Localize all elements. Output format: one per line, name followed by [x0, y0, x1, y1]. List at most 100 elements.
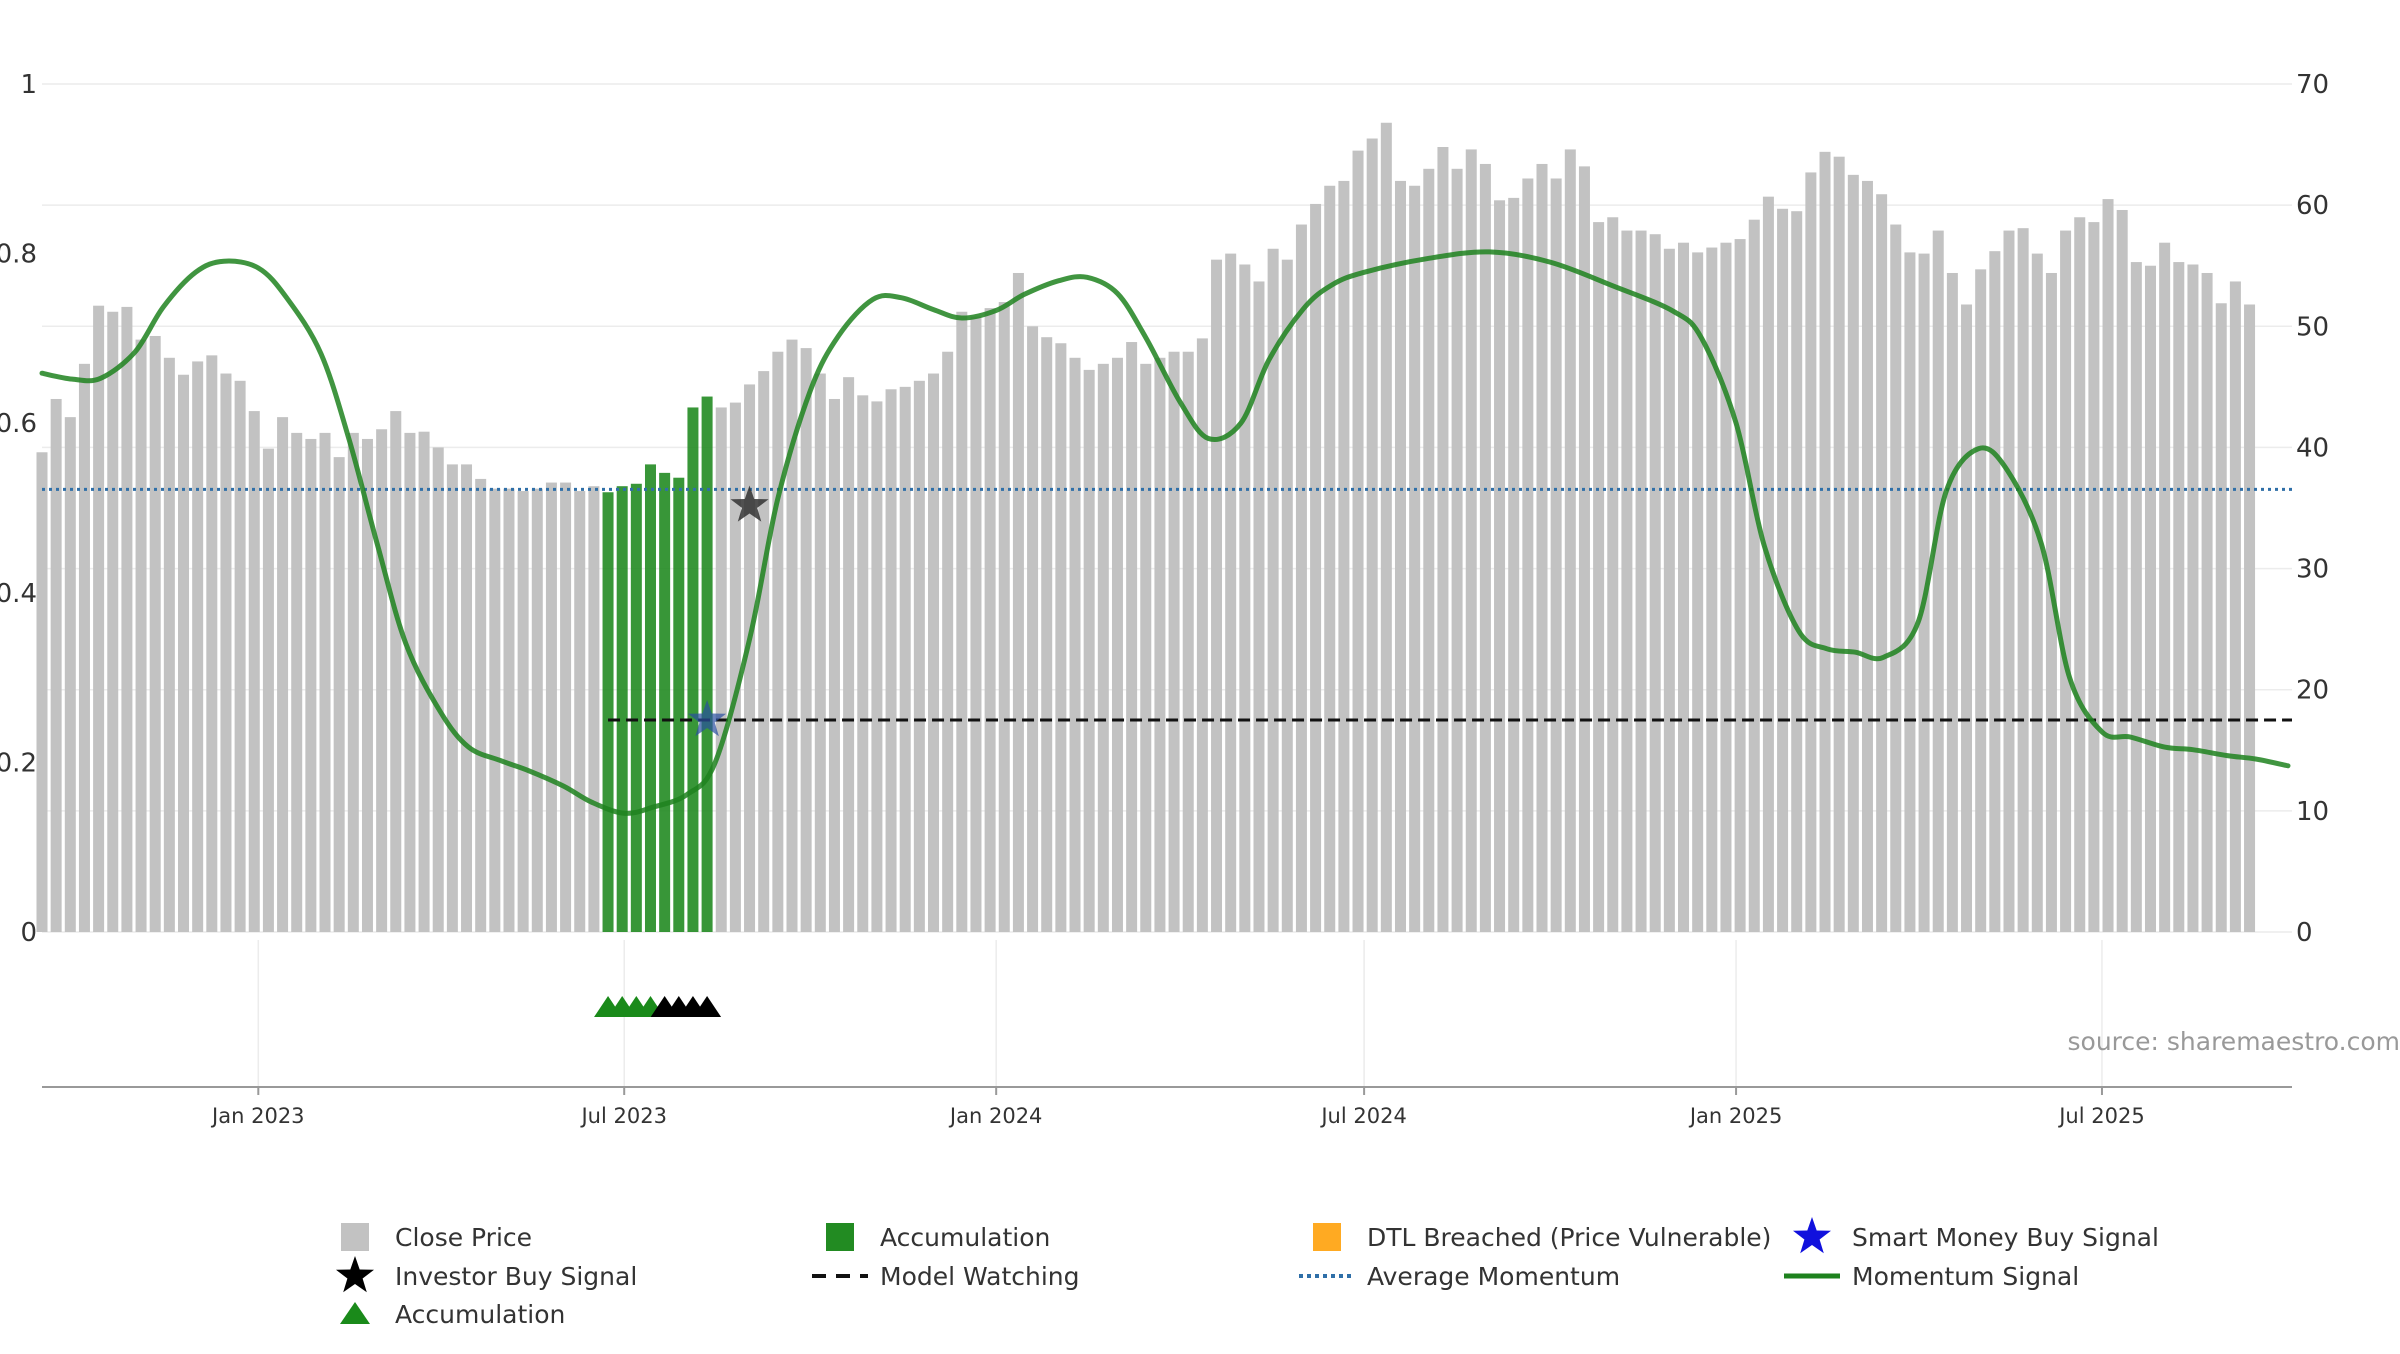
close-price-bar — [2074, 217, 2085, 932]
accumulation-bar — [687, 407, 698, 932]
close-price-bar — [1282, 260, 1293, 932]
close-price-swatch — [341, 1223, 369, 1251]
close-price-bar — [956, 312, 967, 932]
close-price-bar — [235, 381, 246, 932]
close-price-bar — [970, 317, 981, 932]
close-price-bar — [1876, 194, 1887, 932]
close-price-bar — [136, 340, 147, 932]
close-price-bar — [518, 491, 529, 932]
close-price-bar — [1494, 200, 1505, 932]
close-price-bar — [1989, 251, 2000, 932]
close-price-bar — [1777, 209, 1788, 932]
close-price-bar — [1126, 342, 1137, 932]
legend-label: Accumulation — [880, 1223, 1050, 1252]
close-price-bar — [1508, 198, 1519, 932]
close-price-bar — [51, 399, 62, 932]
close-price-bar — [1975, 269, 1986, 932]
close-price-bar — [716, 407, 727, 932]
accumulation-bar — [645, 464, 656, 932]
close-price-bar — [1296, 225, 1307, 932]
right-tick-label: 30 — [2296, 555, 2329, 585]
close-price-bar — [1027, 326, 1038, 932]
source-label: source: sharemaestro.com — [2068, 1027, 2400, 1056]
close-price-bar — [2230, 281, 2241, 932]
accumulation-bar — [702, 397, 713, 932]
close-price-bar — [461, 464, 472, 932]
close-price-bar — [546, 483, 557, 932]
close-price-bar — [1961, 304, 1972, 932]
close-price-bar — [1310, 204, 1321, 932]
close-price-bar — [1338, 181, 1349, 932]
close-price-bar — [1749, 220, 1760, 932]
close-price-bar — [1409, 186, 1420, 932]
right-tick-label: 50 — [2296, 312, 2329, 342]
close-price-bar — [2018, 228, 2029, 932]
close-price-bar — [871, 401, 882, 932]
close-price-bar — [1183, 352, 1194, 932]
close-price-bar — [2103, 199, 2114, 932]
close-price-bar — [2187, 265, 2198, 932]
legend-label: Close Price — [395, 1223, 532, 1252]
close-price-bar — [857, 395, 868, 932]
close-price-bar — [37, 452, 48, 932]
close-price-bar — [2159, 243, 2170, 932]
close-price-bar — [206, 355, 217, 932]
close-price-bar — [1735, 239, 1746, 932]
close-price-bar — [1055, 343, 1066, 932]
close-price-bar — [1211, 260, 1222, 932]
close-price-bar — [1239, 265, 1250, 932]
close-price-bar — [1650, 234, 1661, 932]
close-price-bar — [1607, 217, 1618, 932]
left-tick-label: 0.4 — [0, 579, 37, 609]
close-price-bar — [503, 489, 514, 932]
accumulation-bar — [673, 478, 684, 932]
smart-money-star-icon — [1793, 1217, 1831, 1253]
close-price-bar — [1041, 337, 1052, 932]
x-tick-label: Jul 2024 — [1319, 1104, 1406, 1128]
close-price-bar — [2202, 273, 2213, 932]
close-price-bar — [447, 464, 458, 932]
close-price-bar — [489, 489, 500, 932]
left-tick-label: 0.8 — [0, 240, 37, 270]
close-price-bar — [1904, 252, 1915, 932]
close-price-bar — [758, 371, 769, 932]
legend-label: Accumulation — [395, 1300, 565, 1329]
close-price-bar — [1423, 169, 1434, 932]
close-price-bar — [433, 447, 444, 932]
right-tick-label: 70 — [2296, 70, 2329, 100]
close-price-bar — [588, 486, 599, 932]
legend-label: Investor Buy Signal — [395, 1262, 637, 1291]
close-price-bar — [1169, 352, 1180, 932]
legend-item-momentum: Momentum Signal — [1784, 1262, 2079, 1291]
close-price-bar — [263, 449, 274, 932]
accumulation-bar — [659, 473, 670, 932]
close-price-bar — [2131, 262, 2142, 932]
close-price-bars — [37, 123, 2256, 932]
close-price-bar — [2003, 231, 2014, 932]
close-price-bar — [815, 374, 826, 932]
close-price-bar — [93, 306, 104, 932]
close-price-bar — [900, 387, 911, 932]
left-tick-label: 0 — [20, 918, 37, 948]
legend-item-watch: Model Watching — [812, 1262, 1080, 1291]
legend: Close Price Accumulation DTL Breached (Pri… — [336, 1217, 2159, 1329]
close-price-bar — [2032, 254, 2043, 932]
close-price-bar — [475, 479, 486, 932]
accumulation-triangle-icon — [340, 1302, 370, 1324]
close-price-bar — [532, 489, 543, 932]
close-price-bar — [1862, 181, 1873, 932]
close-price-bar — [1013, 273, 1024, 932]
accumulation-swatch — [826, 1223, 854, 1251]
legend-label: DTL Breached (Price Vulnerable) — [1367, 1223, 1771, 1252]
right-tick-label: 10 — [2296, 797, 2329, 827]
x-tick-label: Jul 2025 — [2057, 1104, 2144, 1128]
close-price-bar — [1692, 252, 1703, 932]
close-price-bar — [150, 336, 161, 932]
close-price-bar — [1084, 370, 1095, 932]
close-price-bar — [1593, 222, 1604, 932]
close-price-bar — [1678, 243, 1689, 932]
close-price-bar — [999, 302, 1010, 932]
close-price-bar — [2244, 304, 2255, 932]
x-tick-label: Jan 2024 — [948, 1104, 1043, 1128]
close-price-bar — [2060, 231, 2071, 932]
